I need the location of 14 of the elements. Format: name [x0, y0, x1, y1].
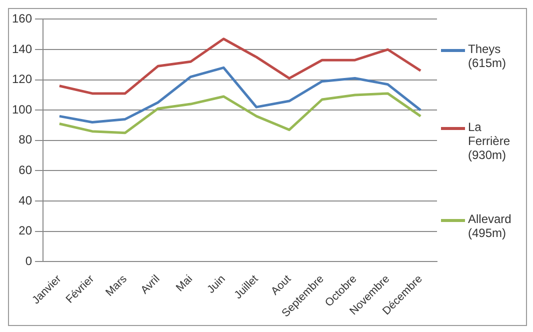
- y-tick-label: 80: [18, 132, 32, 147]
- x-tick-label: Juin: [205, 273, 228, 296]
- y-tick-label: 40: [18, 193, 32, 208]
- legend-label: La Ferrière (930m): [468, 120, 512, 162]
- x-tick-label: Mai: [174, 273, 196, 294]
- y-tick-label: 20: [18, 224, 32, 238]
- legend-label: Theys (615m): [468, 42, 508, 70]
- y-tick-label: 120: [12, 72, 32, 86]
- y-tick-label: 60: [18, 163, 32, 178]
- y-tick-label: 0: [25, 254, 32, 268]
- legend-label: Allevard (495m): [468, 212, 512, 240]
- y-tick-label: 160: [12, 12, 32, 26]
- y-tick-label: 140: [12, 42, 32, 56]
- y-tick-label: 100: [12, 102, 32, 116]
